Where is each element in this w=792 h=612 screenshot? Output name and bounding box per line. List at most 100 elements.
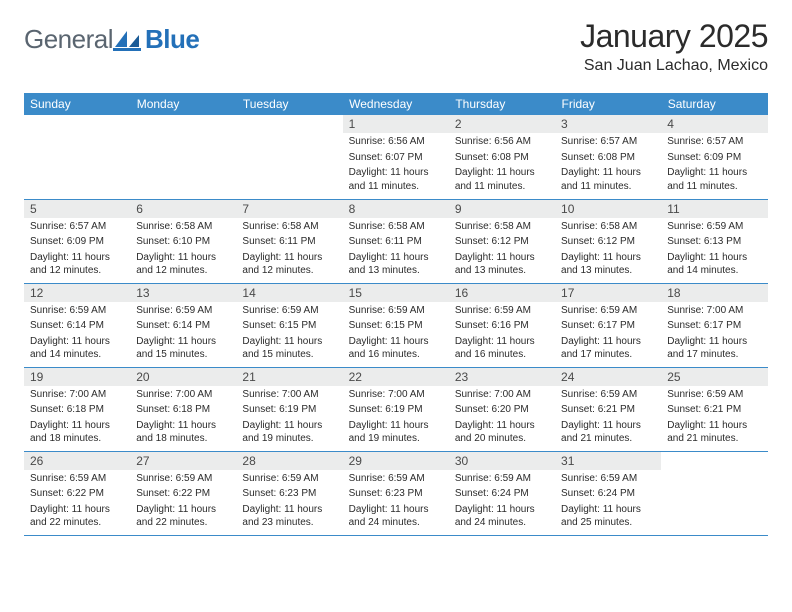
sunset-line: Sunset: 6:22 PM (130, 485, 236, 501)
daylight-line: Daylight: 11 hours and 21 minutes. (555, 417, 661, 446)
daylight-line: Daylight: 11 hours and 18 minutes. (130, 417, 236, 446)
calendar-day-cell: 30Sunrise: 6:59 AMSunset: 6:24 PMDayligh… (449, 451, 555, 535)
sunset-line: Sunset: 6:09 PM (24, 233, 130, 249)
sunrise-line: Sunrise: 6:59 AM (343, 302, 449, 318)
daylight-line: Daylight: 11 hours and 19 minutes. (343, 417, 449, 446)
daylight-line: Daylight: 11 hours and 21 minutes. (661, 417, 767, 446)
calendar-day-cell: 17Sunrise: 6:59 AMSunset: 6:17 PMDayligh… (555, 283, 661, 367)
sunset-line: Sunset: 6:22 PM (24, 485, 130, 501)
sunset-line: Sunset: 6:21 PM (555, 401, 661, 417)
day-number: 28 (236, 452, 342, 470)
sunrise-line: Sunrise: 6:59 AM (661, 386, 767, 402)
calendar-day-cell: 27Sunrise: 6:59 AMSunset: 6:22 PMDayligh… (130, 451, 236, 535)
daylight-line: Daylight: 11 hours and 14 minutes. (24, 333, 130, 362)
daylight-line: Daylight: 11 hours and 11 minutes. (343, 164, 449, 193)
sunset-line: Sunset: 6:23 PM (343, 485, 449, 501)
calendar-day-cell (236, 115, 342, 199)
daylight-line: Daylight: 11 hours and 11 minutes. (661, 164, 767, 193)
calendar-day-cell: 2Sunrise: 6:56 AMSunset: 6:08 PMDaylight… (449, 115, 555, 199)
sunrise-line: Sunrise: 6:56 AM (449, 133, 555, 149)
sunrise-line: Sunrise: 6:58 AM (555, 218, 661, 234)
sunrise-line: Sunrise: 6:56 AM (343, 133, 449, 149)
sunrise-line: Sunrise: 6:58 AM (236, 218, 342, 234)
weekday-header: Friday (555, 93, 661, 115)
sunset-line: Sunset: 6:12 PM (449, 233, 555, 249)
daylight-line: Daylight: 11 hours and 18 minutes. (24, 417, 130, 446)
day-number: 16 (449, 284, 555, 302)
calendar-day-cell: 25Sunrise: 6:59 AMSunset: 6:21 PMDayligh… (661, 367, 767, 451)
calendar-day-cell: 31Sunrise: 6:59 AMSunset: 6:24 PMDayligh… (555, 451, 661, 535)
day-number: 12 (24, 284, 130, 302)
weekday-header: Sunday (24, 93, 130, 115)
calendar-table: SundayMondayTuesdayWednesdayThursdayFrid… (24, 93, 768, 536)
day-number: 6 (130, 200, 236, 218)
day-number: 1 (343, 115, 449, 133)
daylight-line: Daylight: 11 hours and 16 minutes. (343, 333, 449, 362)
daylight-line: Daylight: 11 hours and 13 minutes. (555, 249, 661, 278)
day-number: 19 (24, 368, 130, 386)
sunrise-line: Sunrise: 6:57 AM (24, 218, 130, 234)
daylight-line: Daylight: 11 hours and 17 minutes. (661, 333, 767, 362)
calendar-week-row: 26Sunrise: 6:59 AMSunset: 6:22 PMDayligh… (24, 451, 768, 535)
daylight-line: Daylight: 11 hours and 12 minutes. (24, 249, 130, 278)
sunrise-line: Sunrise: 6:58 AM (130, 218, 236, 234)
calendar-day-cell (24, 115, 130, 199)
daylight-line: Daylight: 11 hours and 25 minutes. (555, 501, 661, 530)
daylight-line: Daylight: 11 hours and 17 minutes. (555, 333, 661, 362)
day-number: 14 (236, 284, 342, 302)
sunrise-line: Sunrise: 7:00 AM (24, 386, 130, 402)
calendar-day-cell: 7Sunrise: 6:58 AMSunset: 6:11 PMDaylight… (236, 199, 342, 283)
calendar-day-cell: 18Sunrise: 7:00 AMSunset: 6:17 PMDayligh… (661, 283, 767, 367)
day-number: 21 (236, 368, 342, 386)
brand-logo: General Blue (24, 24, 199, 55)
calendar-day-cell: 29Sunrise: 6:59 AMSunset: 6:23 PMDayligh… (343, 451, 449, 535)
sunset-line: Sunset: 6:14 PM (130, 317, 236, 333)
daylight-line: Daylight: 11 hours and 16 minutes. (449, 333, 555, 362)
calendar-week-row: 5Sunrise: 6:57 AMSunset: 6:09 PMDaylight… (24, 199, 768, 283)
calendar-week-row: 19Sunrise: 7:00 AMSunset: 6:18 PMDayligh… (24, 367, 768, 451)
sunset-line: Sunset: 6:08 PM (449, 149, 555, 165)
daylight-line: Daylight: 11 hours and 11 minutes. (555, 164, 661, 193)
calendar-day-cell: 21Sunrise: 7:00 AMSunset: 6:19 PMDayligh… (236, 367, 342, 451)
day-number: 20 (130, 368, 236, 386)
sunrise-line: Sunrise: 6:58 AM (449, 218, 555, 234)
sunset-line: Sunset: 6:15 PM (343, 317, 449, 333)
sunrise-line: Sunrise: 6:59 AM (449, 302, 555, 318)
sunrise-line: Sunrise: 7:00 AM (661, 302, 767, 318)
sunrise-line: Sunrise: 6:59 AM (24, 302, 130, 318)
calendar-day-cell: 3Sunrise: 6:57 AMSunset: 6:08 PMDaylight… (555, 115, 661, 199)
calendar-day-cell: 9Sunrise: 6:58 AMSunset: 6:12 PMDaylight… (449, 199, 555, 283)
sunrise-line: Sunrise: 6:57 AM (555, 133, 661, 149)
day-number: 24 (555, 368, 661, 386)
sunset-line: Sunset: 6:19 PM (343, 401, 449, 417)
location: San Juan Lachao, Mexico (580, 57, 768, 75)
sunset-line: Sunset: 6:23 PM (236, 485, 342, 501)
day-number: 29 (343, 452, 449, 470)
sunrise-line: Sunrise: 6:59 AM (661, 218, 767, 234)
header: General Blue January 2025 San Juan Lacha… (24, 18, 768, 75)
sunset-line: Sunset: 6:18 PM (130, 401, 236, 417)
day-number: 17 (555, 284, 661, 302)
daylight-line: Daylight: 11 hours and 15 minutes. (236, 333, 342, 362)
daylight-line: Daylight: 11 hours and 24 minutes. (343, 501, 449, 530)
calendar-day-cell: 5Sunrise: 6:57 AMSunset: 6:09 PMDaylight… (24, 199, 130, 283)
sunset-line: Sunset: 6:10 PM (130, 233, 236, 249)
sunset-line: Sunset: 6:13 PM (661, 233, 767, 249)
daylight-line: Daylight: 11 hours and 19 minutes. (236, 417, 342, 446)
calendar-day-cell: 22Sunrise: 7:00 AMSunset: 6:19 PMDayligh… (343, 367, 449, 451)
brand-name-part1: General (24, 24, 113, 55)
day-number: 5 (24, 200, 130, 218)
daylight-line: Daylight: 11 hours and 20 minutes. (449, 417, 555, 446)
calendar-day-cell: 10Sunrise: 6:58 AMSunset: 6:12 PMDayligh… (555, 199, 661, 283)
calendar-day-cell: 12Sunrise: 6:59 AMSunset: 6:14 PMDayligh… (24, 283, 130, 367)
day-number: 11 (661, 200, 767, 218)
weekday-header-row: SundayMondayTuesdayWednesdayThursdayFrid… (24, 93, 768, 115)
daylight-line: Daylight: 11 hours and 24 minutes. (449, 501, 555, 530)
sunset-line: Sunset: 6:15 PM (236, 317, 342, 333)
daylight-line: Daylight: 11 hours and 12 minutes. (130, 249, 236, 278)
daylight-line: Daylight: 11 hours and 15 minutes. (130, 333, 236, 362)
day-number: 22 (343, 368, 449, 386)
sunrise-line: Sunrise: 6:57 AM (661, 133, 767, 149)
calendar-day-cell: 19Sunrise: 7:00 AMSunset: 6:18 PMDayligh… (24, 367, 130, 451)
sunrise-line: Sunrise: 6:59 AM (555, 386, 661, 402)
